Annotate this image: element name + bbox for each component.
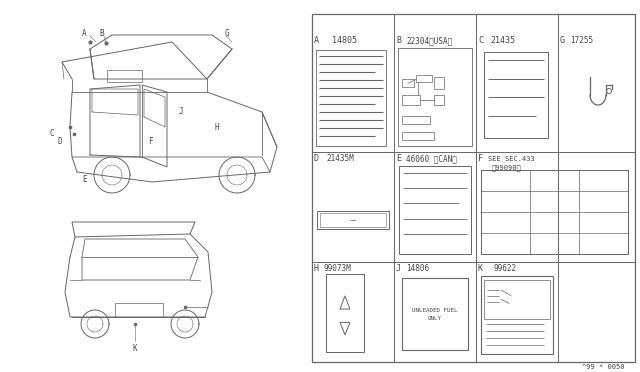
Bar [402, 116, 430, 125]
Text: B: B [396, 36, 401, 45]
Bar [326, 274, 364, 352]
Bar [398, 48, 472, 146]
Text: A: A [314, 36, 319, 45]
Text: UNLEADED FUEL: UNLEADED FUEL [412, 308, 458, 312]
Text: E: E [83, 175, 87, 184]
Text: K: K [478, 264, 483, 273]
Text: H: H [214, 123, 220, 132]
Text: SEE SEC.433: SEE SEC.433 [488, 156, 535, 162]
Text: D: D [58, 137, 62, 146]
Bar [107, 70, 142, 82]
Bar [481, 170, 628, 254]
Text: H: H [314, 264, 319, 273]
Text: ONLY: ONLY [428, 315, 442, 321]
Bar [484, 52, 548, 138]
Text: E: E [396, 154, 401, 163]
Bar [402, 95, 420, 105]
Bar [434, 77, 444, 89]
Bar [115, 303, 163, 317]
Text: C: C [50, 129, 54, 138]
Text: 21435M: 21435M [326, 154, 354, 163]
Bar [312, 14, 635, 362]
Bar [484, 280, 550, 319]
Bar [399, 166, 471, 254]
Bar [402, 132, 434, 140]
Text: D: D [314, 154, 319, 163]
Bar [416, 75, 432, 82]
Text: F: F [478, 154, 483, 163]
Text: 99073M: 99073M [324, 264, 352, 273]
Bar [434, 95, 444, 105]
Text: C: C [478, 36, 483, 45]
Text: G: G [225, 29, 229, 38]
Text: 21435: 21435 [490, 36, 515, 45]
Text: 99622: 99622 [494, 264, 517, 273]
Text: 22304〈USA〉: 22304〈USA〉 [406, 36, 452, 45]
Text: 46060 〈CAN〉: 46060 〈CAN〉 [406, 154, 457, 163]
Text: 14806: 14806 [406, 264, 429, 273]
Text: G: G [560, 36, 565, 45]
Text: 〈99090〉: 〈99090〉 [492, 164, 522, 171]
Text: J: J [396, 264, 401, 273]
Text: F: F [148, 137, 152, 146]
Bar [320, 213, 386, 227]
Bar [316, 50, 386, 146]
Text: J: J [179, 107, 183, 116]
Bar [317, 211, 389, 229]
Text: A: A [82, 29, 86, 38]
Text: B: B [100, 29, 104, 38]
Text: 14805: 14805 [332, 36, 357, 45]
Bar [481, 276, 553, 354]
Text: K: K [132, 344, 138, 353]
Text: ^99 * 0050: ^99 * 0050 [582, 364, 625, 370]
Bar [402, 79, 414, 87]
Text: 17255: 17255 [570, 36, 593, 45]
Bar [402, 278, 468, 350]
